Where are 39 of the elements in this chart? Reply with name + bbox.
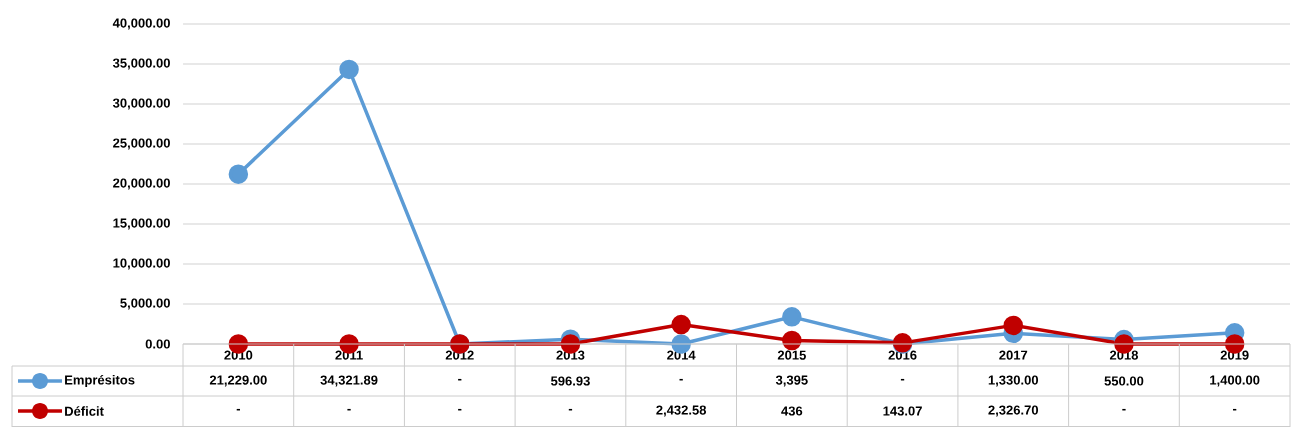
data-label: - (900, 379, 905, 381)
x-tick-label: 2015 (777, 350, 806, 360)
data-label: 1,400.00 (1210, 375, 1260, 387)
data-label: - (1122, 409, 1126, 411)
data-label: 21,229.00 (209, 375, 267, 387)
y-tick-label: 20,000.00 (113, 178, 170, 190)
point (671, 315, 691, 335)
data-label: - (458, 379, 462, 381)
y-tick-label: 30,000.00 (112, 98, 170, 110)
legend-label: Déficit (65, 406, 104, 417)
data-label: 1,330.00 (988, 375, 1039, 387)
legend-label: Emprésitos (65, 375, 135, 388)
data-label: 2,326.70 (988, 405, 1039, 417)
y-tick-label: 0.00 (145, 339, 170, 349)
y-tick-label: 5,000.00 (120, 298, 170, 310)
point (782, 307, 802, 327)
data-label: 3,395 (775, 375, 808, 387)
point (1003, 315, 1024, 336)
y-tick-label: 10,000.00 (113, 258, 170, 270)
y-tick-label: 35,000.00 (112, 58, 170, 70)
data-label: - (458, 409, 462, 411)
y-tick-label: 40,000.00 (112, 18, 170, 30)
data-label: - (568, 409, 573, 411)
data-label: - (347, 409, 351, 411)
point (339, 59, 359, 80)
point (782, 331, 802, 351)
data-label: 2,432.58 (656, 405, 707, 417)
y-tick-label: 25,000.00 (113, 138, 170, 150)
data-label: - (236, 409, 240, 411)
data-label: 550.00 (1104, 376, 1144, 386)
data-label: 34,321.89 (320, 375, 378, 387)
data-label: - (679, 379, 683, 381)
data-label: 596.93 (550, 376, 590, 386)
data-label: - (1233, 409, 1237, 411)
x-tick-label: 2017 (999, 350, 1028, 360)
y-tick-label: 15,000.00 (113, 218, 170, 230)
data-label: 143.07 (883, 406, 922, 416)
point (228, 164, 249, 185)
data-label: 436 (781, 406, 803, 416)
